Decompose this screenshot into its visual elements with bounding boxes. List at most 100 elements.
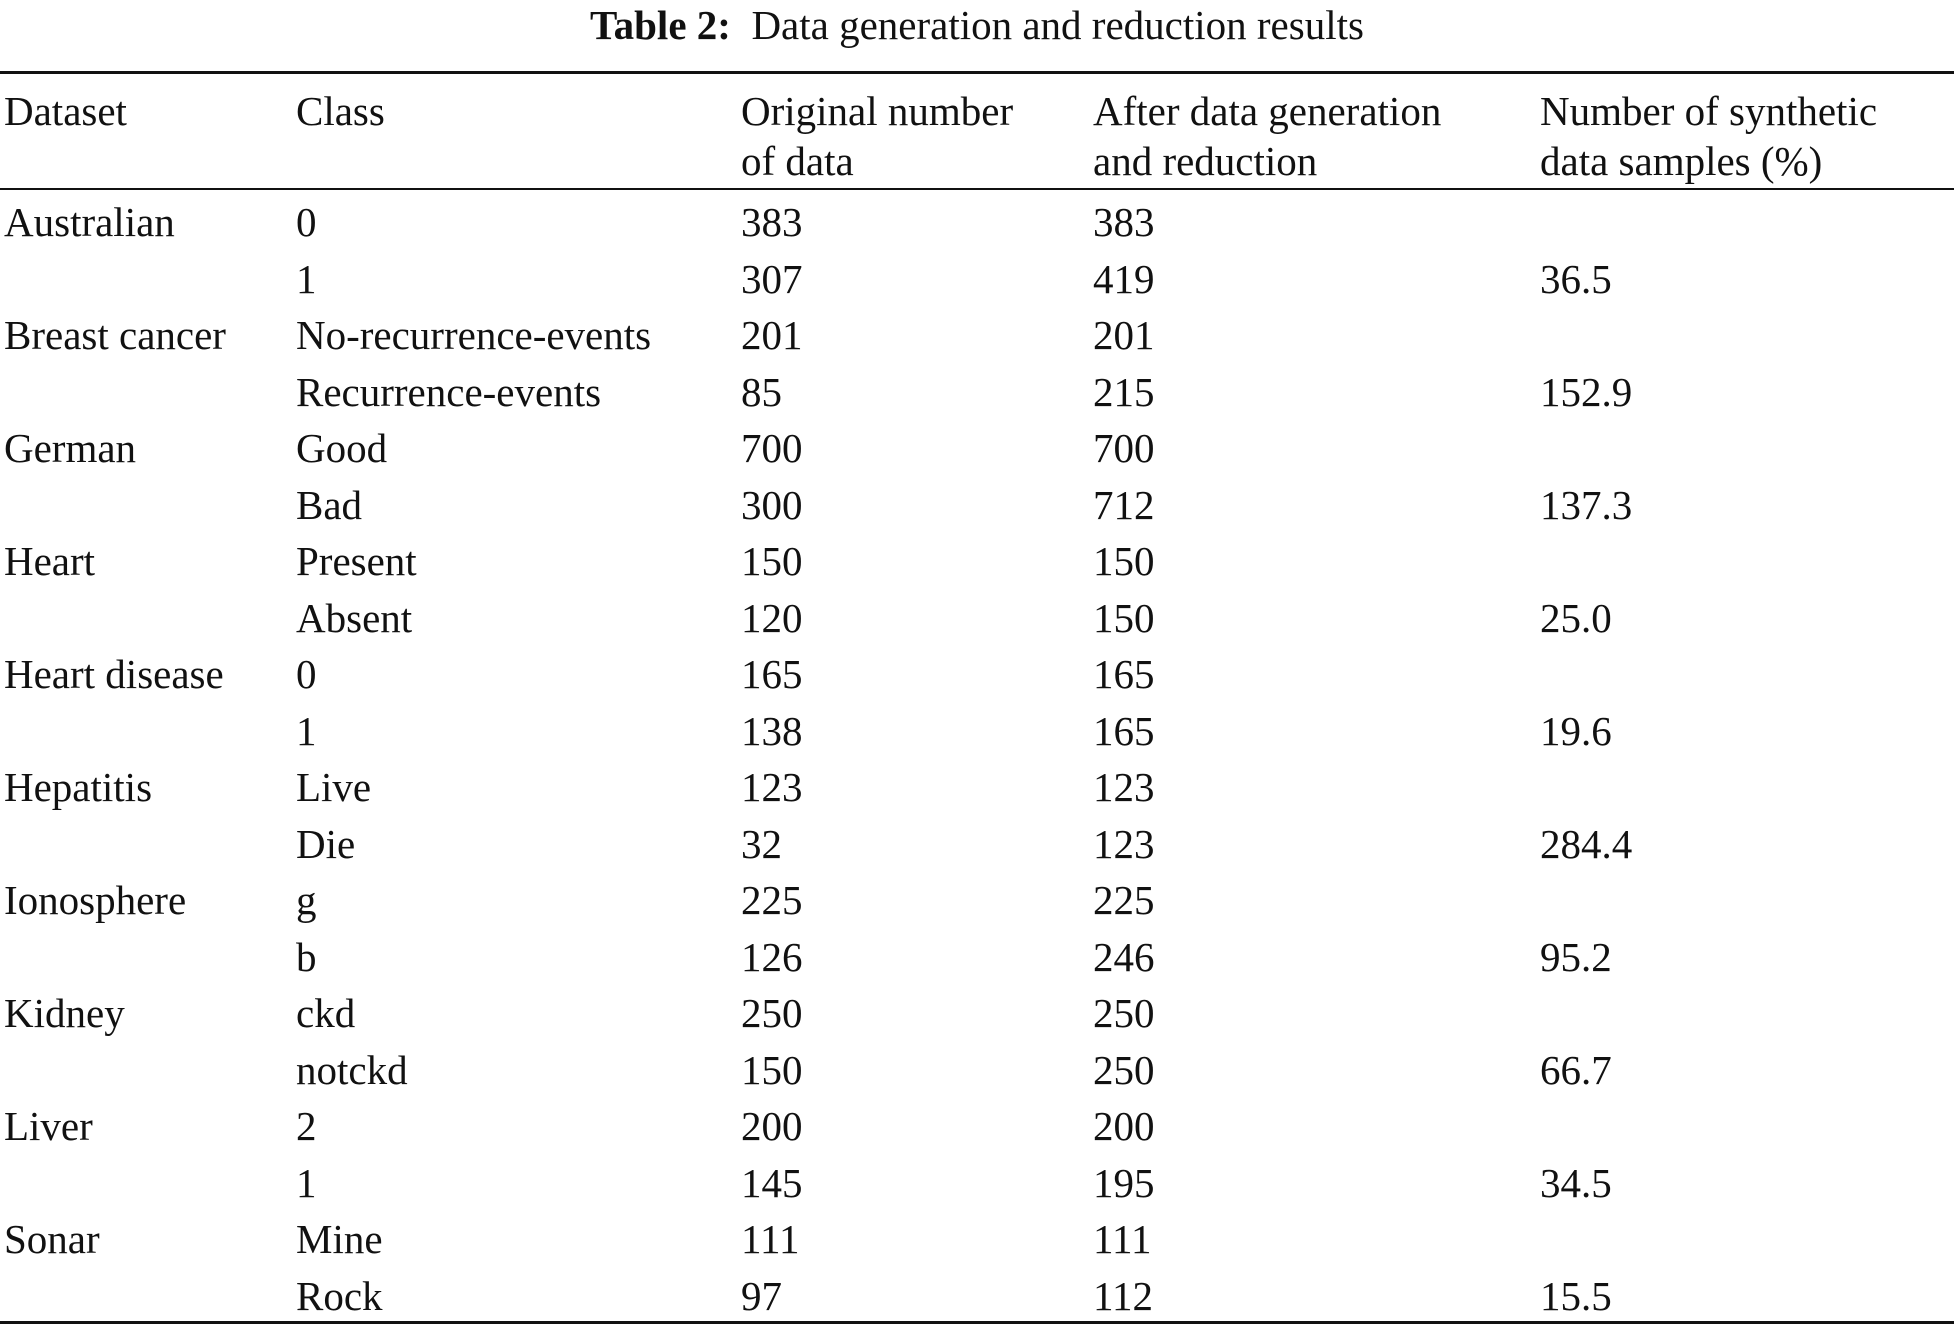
table-row: Absent 120 150 25.0 <box>0 590 1954 647</box>
cell-dataset: Breast cancer <box>4 312 226 358</box>
cell-dataset: Hepatitis <box>4 764 153 810</box>
cell-after-generation: 123 <box>1093 764 1155 810</box>
cell-after-generation: 201 <box>1093 312 1155 358</box>
cell-original-number: 85 <box>741 368 782 415</box>
cell-class: 0 <box>296 651 317 697</box>
cell-original-number: 225 <box>741 877 803 923</box>
cell-after-generation: 225 <box>1093 877 1155 923</box>
cell-class: Bad <box>296 481 363 528</box>
cell-after-generation: 112 <box>1093 1272 1153 1319</box>
header-class: Class <box>296 86 385 136</box>
cell-after-generation: 195 <box>1093 1159 1155 1206</box>
cell-original-number: 111 <box>741 1216 800 1262</box>
table-row: Sonar Mine 111 111 <box>0 1211 1954 1268</box>
cell-class: notckd <box>296 1046 408 1093</box>
header-synthetic-samples: Number of synthetic data samples (%) <box>1540 86 1877 186</box>
cell-class: No-recurrence-events <box>296 312 652 358</box>
cell-class: 1 <box>296 255 317 302</box>
cell-original-number: 138 <box>741 707 803 754</box>
header-after-generation: After data generation and reduction <box>1093 86 1441 186</box>
cell-synthetic-samples: 25.0 <box>1540 594 1612 641</box>
table-row: Heart disease 0 165 165 <box>0 646 1954 703</box>
cell-after-generation: 700 <box>1093 425 1155 471</box>
cell-after-generation: 165 <box>1093 707 1155 754</box>
cell-class: ckd <box>296 990 356 1036</box>
table-row: Rock 97 112 15.5 <box>0 1268 1954 1325</box>
cell-after-generation: 200 <box>1093 1103 1155 1149</box>
table-caption-title: Data generation and reduction results <box>751 2 1364 48</box>
cell-after-generation: 250 <box>1093 990 1155 1036</box>
cell-class: b <box>296 933 317 980</box>
cell-synthetic-samples: 95.2 <box>1540 933 1612 980</box>
table-row: Recurrence-events 85 215 152.9 <box>0 364 1954 421</box>
cell-after-generation: 383 <box>1093 199 1155 245</box>
cell-class: Absent <box>296 594 413 641</box>
cell-class: Die <box>296 820 356 867</box>
header-after-line-1: After data generation <box>1093 88 1442 134</box>
cell-after-generation: 150 <box>1093 538 1155 584</box>
cell-synthetic-samples: 36.5 <box>1540 255 1612 302</box>
table-row: Die 32 123 284.4 <box>0 816 1954 873</box>
cell-class: 1 <box>296 1159 317 1206</box>
header-original-line-1: Original number <box>741 88 1014 134</box>
cell-class: Mine <box>296 1216 383 1262</box>
cell-synthetic-samples: 34.5 <box>1540 1159 1612 1206</box>
cell-original-number: 250 <box>741 990 803 1036</box>
cell-dataset: Ionosphere <box>4 877 187 923</box>
header-original-number: Original number of data <box>741 86 1013 186</box>
cell-synthetic-samples: 66.7 <box>1540 1046 1612 1093</box>
cell-original-number: 165 <box>741 651 803 697</box>
cell-after-generation: 150 <box>1093 594 1155 641</box>
cell-class: Recurrence-events <box>296 368 602 415</box>
cell-class: 1 <box>296 707 317 754</box>
cell-after-generation: 111 <box>1093 1216 1152 1262</box>
cell-dataset: Liver <box>4 1103 93 1149</box>
cell-class: 2 <box>296 1103 317 1149</box>
cell-after-generation: 215 <box>1093 368 1155 415</box>
cell-original-number: 307 <box>741 255 803 302</box>
cell-original-number: 200 <box>741 1103 803 1149</box>
table-row: Heart Present 150 150 <box>0 533 1954 590</box>
table-row: Kidney ckd 250 250 <box>0 985 1954 1042</box>
cell-dataset: Sonar <box>4 1216 100 1262</box>
table-caption: Table 2: Data generation and reduction r… <box>0 0 1954 50</box>
cell-original-number: 126 <box>741 933 803 980</box>
header-rule <box>0 188 1954 190</box>
cell-dataset: German <box>4 425 137 471</box>
table-caption-label: Table 2: <box>590 2 731 48</box>
table-row: 1 307 419 36.5 <box>0 251 1954 308</box>
cell-dataset: Kidney <box>4 990 125 1036</box>
cell-synthetic-samples: 284.4 <box>1540 820 1633 867</box>
header-dataset-line: Dataset <box>4 88 127 134</box>
cell-after-generation: 165 <box>1093 651 1155 697</box>
cell-after-generation: 250 <box>1093 1046 1155 1093</box>
cell-class: Present <box>296 538 417 584</box>
cell-dataset: Australian <box>4 199 175 245</box>
cell-class: Good <box>296 425 388 471</box>
table-row: Ionosphere g 225 225 <box>0 872 1954 929</box>
cell-original-number: 700 <box>741 425 803 471</box>
cell-original-number: 97 <box>741 1272 782 1319</box>
cell-original-number: 123 <box>741 764 803 810</box>
cell-synthetic-samples: 15.5 <box>1540 1272 1612 1319</box>
header-after-line-2: and reduction <box>1093 138 1318 184</box>
cell-after-generation: 419 <box>1093 255 1155 302</box>
cell-original-number: 300 <box>741 481 803 528</box>
cell-class: Live <box>296 764 372 810</box>
cell-original-number: 150 <box>741 1046 803 1093</box>
table-row: notckd 150 250 66.7 <box>0 1042 1954 1099</box>
header-class-line: Class <box>296 88 385 134</box>
cell-original-number: 32 <box>741 820 782 867</box>
header-synthetic-line-2: data samples (%) <box>1540 138 1823 184</box>
cell-synthetic-samples: 152.9 <box>1540 368 1633 415</box>
table-row: 1 145 195 34.5 <box>0 1155 1954 1212</box>
table-row: Hepatitis Live 123 123 <box>0 759 1954 816</box>
table-row: Breast cancer No-recurrence-events 201 201 <box>0 307 1954 364</box>
cell-original-number: 201 <box>741 312 803 358</box>
cell-class: 0 <box>296 199 317 245</box>
header-synthetic-line-1: Number of synthetic <box>1540 88 1878 134</box>
table-row: 1 138 165 19.6 <box>0 703 1954 760</box>
header-dataset: Dataset <box>4 86 127 136</box>
cell-synthetic-samples: 137.3 <box>1540 481 1633 528</box>
cell-dataset: Heart disease <box>4 651 224 697</box>
